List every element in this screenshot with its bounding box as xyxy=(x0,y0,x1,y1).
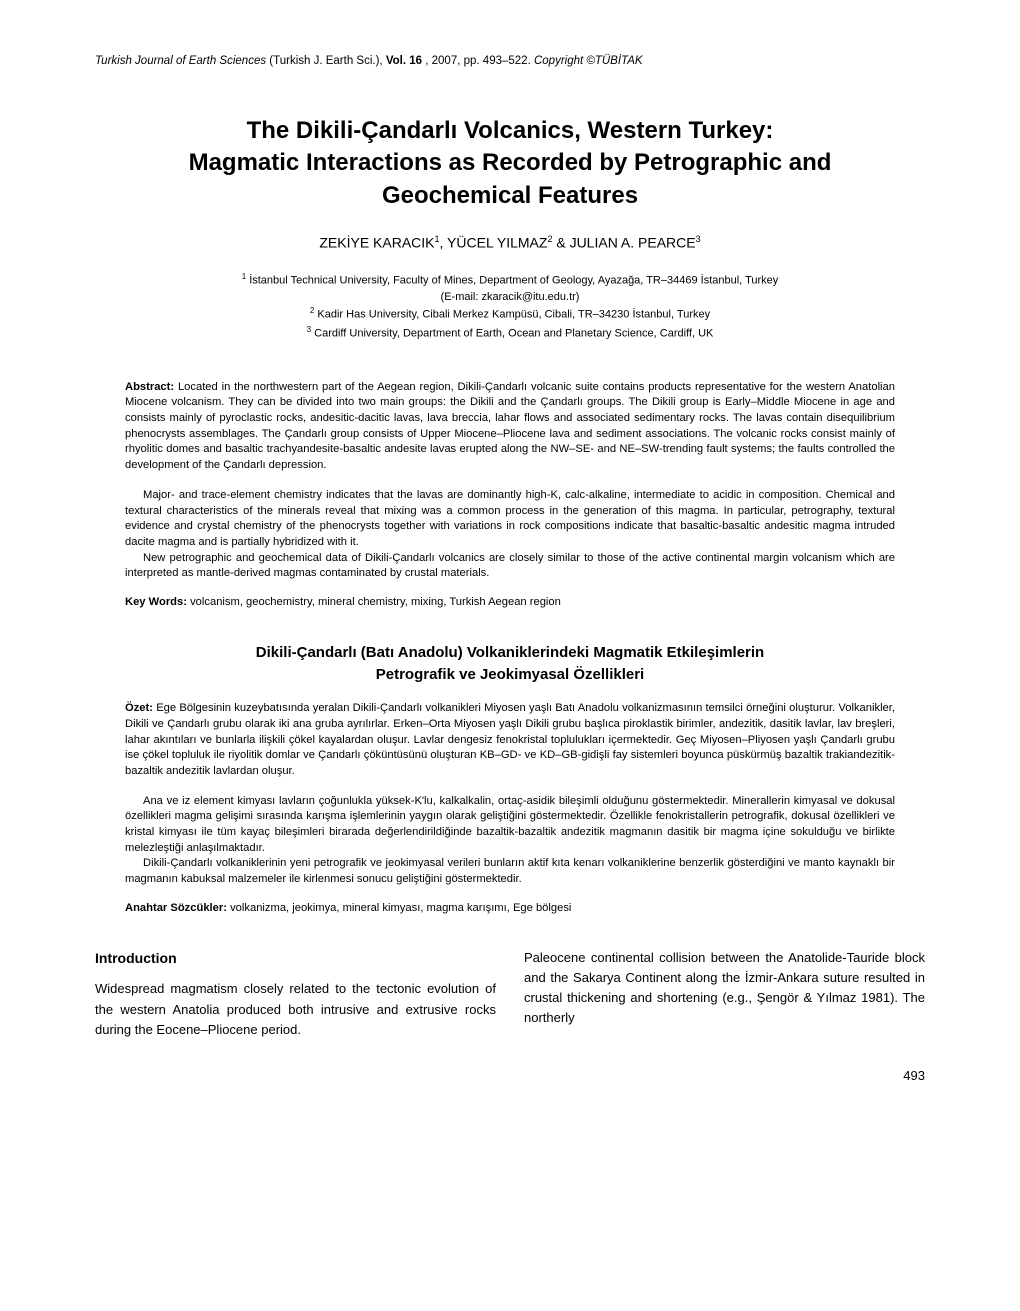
author-1: ZEKİYE KARACIK xyxy=(319,235,434,251)
subtitle: Dikili-Çandarlı (Batı Anadolu) Volkanikl… xyxy=(95,642,925,686)
authors: ZEKİYE KARACIK1, YÜCEL YILMAZ2 & JULIAN … xyxy=(95,234,925,251)
subtitle-line-2: Petrografik ve Jeokimyasal Özellikleri xyxy=(95,664,925,686)
aff-2-text: Kadir Has University, Cibali Merkez Kamp… xyxy=(314,309,710,321)
intro-right-text: Paleocene continental collision between … xyxy=(524,948,925,1029)
article-title: The Dikili-Çandarlı Volcanics, Western T… xyxy=(95,115,925,212)
affiliation-3: 3 Cardiff University, Department of Eart… xyxy=(95,324,925,342)
ozet-p2: Ana ve iz element kimyası lavların çoğun… xyxy=(125,794,895,857)
right-column: Paleocene continental collision between … xyxy=(524,948,925,1040)
intro-heading: Introduction xyxy=(95,948,496,970)
anahtar-label: Anahtar Sözcükler: xyxy=(125,902,227,914)
abstract-p3: New petrographic and geochemical data of… xyxy=(125,551,895,582)
keywords-text: volcanism, geochemistry, mineral chemist… xyxy=(187,596,561,608)
ozet-p3: Dikili-Çandarlı volkaniklerinin yeni pet… xyxy=(125,856,895,887)
affiliation-email: (E-mail: zkaracik@itu.edu.tr) xyxy=(95,289,925,306)
ozet-label: Özet: xyxy=(125,702,153,714)
running-header: Turkish Journal of Earth Sciences (Turki… xyxy=(95,55,925,67)
anahtar: Anahtar Sözcükler: volkanizma, jeokimya,… xyxy=(125,902,895,914)
title-line-1: The Dikili-Çandarlı Volcanics, Western T… xyxy=(95,115,925,147)
volume: Vol. 16 xyxy=(386,55,422,67)
abstract-p2: Major- and trace-element chemistry indic… xyxy=(125,488,895,551)
affiliation-1: 1 İstanbul Technical University, Faculty… xyxy=(95,271,925,289)
body-columns: Introduction Widespread magmatism closel… xyxy=(95,948,925,1040)
affiliation-2: 2 Kadir Has University, Cibali Merkez Ka… xyxy=(95,305,925,323)
aff-3-text: Cardiff University, Department of Earth,… xyxy=(311,327,713,339)
copyright: Copyright ©TÜBİTAK xyxy=(534,55,643,67)
pages: , 2007, pp. 493–522. xyxy=(425,55,531,67)
author-2: , YÜCEL YILMAZ xyxy=(440,235,548,251)
journal-name: Turkish Journal of Earth Sciences xyxy=(95,55,266,67)
abstract: Abstract: Located in the northwestern pa… xyxy=(125,380,895,474)
title-line-2: Magmatic Interactions as Recorded by Pet… xyxy=(95,147,925,179)
keywords-label: Key Words: xyxy=(125,596,187,608)
ozet-p1: Ege Bölgesinin kuzeybatısında yeralan Di… xyxy=(125,702,895,777)
ozet: Özet: Ege Bölgesinin kuzeybatısında yera… xyxy=(125,701,895,779)
abstract-p1: Located in the northwestern part of the … xyxy=(125,381,895,471)
author-3: & JULIAN A. PEARCE xyxy=(552,235,695,251)
journal-abbrev: (Turkish J. Earth Sci.), xyxy=(269,55,382,67)
page-number: 493 xyxy=(95,1068,925,1083)
abstract-label: Abstract: xyxy=(125,381,174,393)
aff-1-text: İstanbul Technical University, Faculty o… xyxy=(246,274,778,286)
keywords: Key Words: volcanism, geochemistry, mine… xyxy=(125,596,895,608)
affiliations: 1 İstanbul Technical University, Faculty… xyxy=(95,271,925,342)
subtitle-line-1: Dikili-Çandarlı (Batı Anadolu) Volkanikl… xyxy=(95,642,925,664)
intro-left-text: Widespread magmatism closely related to … xyxy=(95,979,496,1039)
left-column: Introduction Widespread magmatism closel… xyxy=(95,948,496,1040)
title-line-3: Geochemical Features xyxy=(95,180,925,212)
author-3-sup: 3 xyxy=(696,234,701,244)
anahtar-text: volkanizma, jeokimya, mineral kimyası, m… xyxy=(227,902,571,914)
